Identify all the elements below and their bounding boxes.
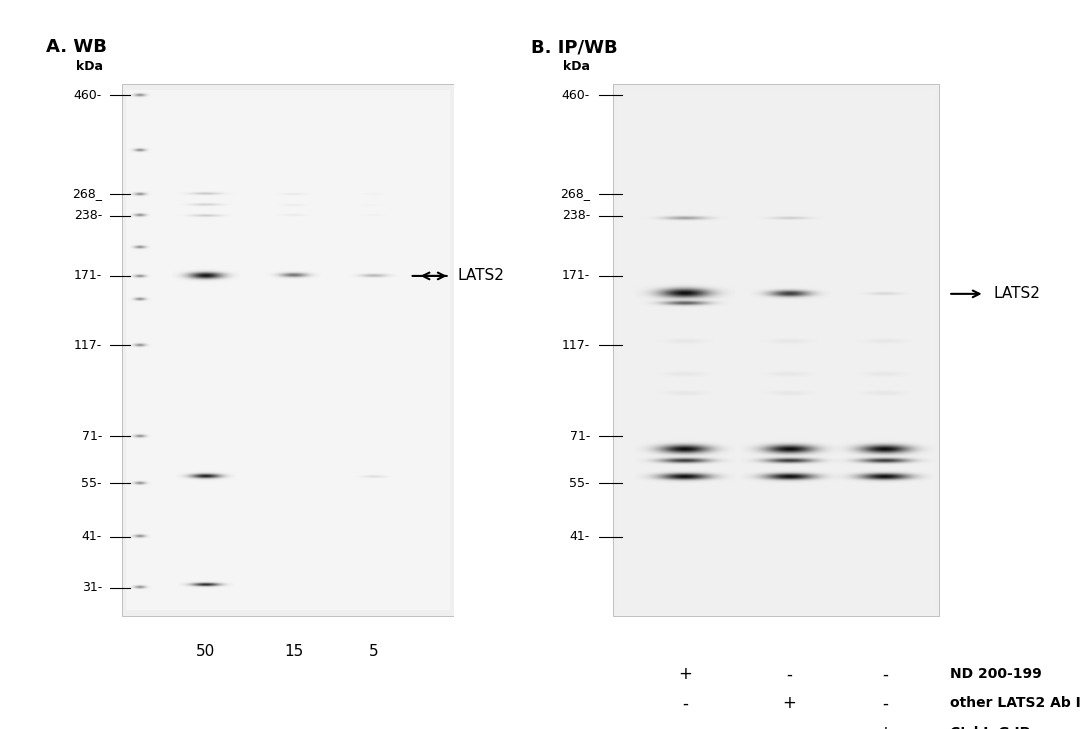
Text: Ctrl IgG IP: Ctrl IgG IP	[949, 725, 1029, 729]
Text: 268_: 268_	[72, 187, 102, 200]
Text: 171-: 171-	[73, 270, 102, 282]
Text: 41-: 41-	[82, 530, 102, 543]
Bar	[617, 90, 934, 610]
Text: 238-: 238-	[562, 209, 590, 222]
Bar	[126, 90, 449, 610]
Text: 268_: 268_	[559, 187, 590, 200]
Text: 31-: 31-	[82, 581, 102, 594]
Text: LATS2: LATS2	[994, 286, 1040, 301]
Text: 5: 5	[369, 644, 378, 658]
Text: kDa: kDa	[563, 60, 590, 73]
Bar	[122, 84, 454, 616]
Text: other LATS2 Ab IP: other LATS2 Ab IP	[949, 696, 1080, 711]
Text: 117-: 117-	[73, 339, 102, 351]
Text: -: -	[786, 724, 793, 729]
Text: 55-: 55-	[569, 477, 590, 489]
Text: 15: 15	[284, 644, 303, 658]
Text: 117-: 117-	[562, 339, 590, 351]
Text: B. IP/WB: B. IP/WB	[531, 39, 618, 56]
Text: -: -	[683, 724, 688, 729]
Text: 50: 50	[197, 644, 216, 658]
Text: ND 200-199: ND 200-199	[949, 667, 1041, 682]
Text: -: -	[881, 695, 888, 712]
Text: 71-: 71-	[569, 430, 590, 443]
Text: A. WB: A. WB	[46, 39, 107, 56]
Text: 171-: 171-	[562, 270, 590, 282]
Text: 460-: 460-	[562, 89, 590, 102]
Text: 460-: 460-	[73, 89, 102, 102]
Text: -: -	[683, 695, 688, 712]
Text: 55-: 55-	[81, 477, 102, 489]
Text: 41-: 41-	[569, 530, 590, 543]
Text: kDa: kDa	[77, 60, 104, 73]
Text: 238-: 238-	[73, 209, 102, 222]
Bar	[612, 84, 940, 616]
Text: +: +	[878, 724, 892, 729]
Text: +: +	[678, 666, 692, 683]
Text: -: -	[881, 666, 888, 683]
Text: -: -	[786, 666, 793, 683]
Text: LATS2: LATS2	[458, 268, 504, 284]
Text: 71-: 71-	[82, 430, 102, 443]
Text: +: +	[783, 695, 796, 712]
